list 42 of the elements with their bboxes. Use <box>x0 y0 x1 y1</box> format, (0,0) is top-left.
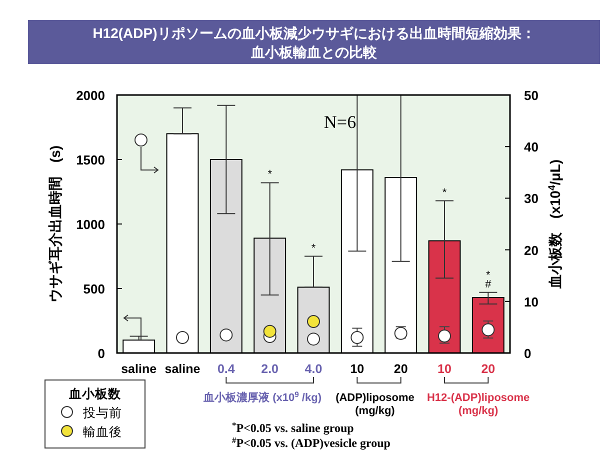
y2-tick-label: 0 <box>524 346 532 361</box>
text: H12-(ADP)liposome (mg/kg) <box>426 392 530 417</box>
text: $^{*}$P<0.05 vs. saline group <box>232 420 354 435</box>
y2-tick-label: 50 <box>524 88 538 103</box>
point <box>220 328 233 342</box>
x-tick-label: 10 <box>438 362 452 376</box>
annotation: * <box>268 168 273 181</box>
text: (ADP)liposome (mg/kg) <box>336 392 414 417</box>
y2-tick-label: 40 <box>524 140 538 155</box>
y-tick-label: 1500 <box>76 152 105 168</box>
legend-label: 輸血後 <box>83 425 122 439</box>
y-tick-label: 0 <box>98 346 105 361</box>
y-tick-label: 1000 <box>76 217 105 232</box>
y2-tick-label: 10 <box>524 294 538 310</box>
point <box>307 315 320 328</box>
x-tick-label: 2.0 <box>261 362 279 376</box>
annotation: *# <box>485 269 492 290</box>
x-tick-label: 0.4 <box>217 362 235 376</box>
text: $^{#}$P<0.05 vs. (ADP)vesicle group <box>232 436 391 450</box>
y2-tick-label: 20 <box>524 242 538 258</box>
y2-tick-label: 30 <box>524 191 538 206</box>
annotation: * <box>442 186 448 199</box>
point <box>438 329 451 342</box>
y-axis-title: ウサギ耳介出血時間 (s) <box>47 145 63 303</box>
point <box>263 324 276 338</box>
y-tick-label: 500 <box>83 282 105 296</box>
x-tick-label: 20 <box>394 362 408 376</box>
x-tick-label: 4.0 <box>304 362 322 376</box>
chart-subtitle: 血小板輸血との比較 <box>250 44 378 60</box>
y-tick-label: 2000 <box>76 88 105 103</box>
chart-title: H12(ADP)リポソームの血小板減少ウサギにおける出血時間短縮効果： <box>92 25 536 41</box>
x-tick-label: saline <box>121 362 157 376</box>
point <box>307 332 320 346</box>
legend-label: 投与前 <box>82 406 122 420</box>
text: 血小板濃厚液 (x10$^{9}$ /kg) <box>202 390 322 404</box>
x-tick-label: saline <box>164 362 200 376</box>
point <box>482 323 495 336</box>
x-tick-label: 20 <box>481 362 496 376</box>
annotation: * <box>311 242 316 254</box>
legend-title: 血小板数 <box>68 387 122 401</box>
annotation: N=6 <box>324 112 356 132</box>
x-tick-label: 10 <box>350 362 364 376</box>
